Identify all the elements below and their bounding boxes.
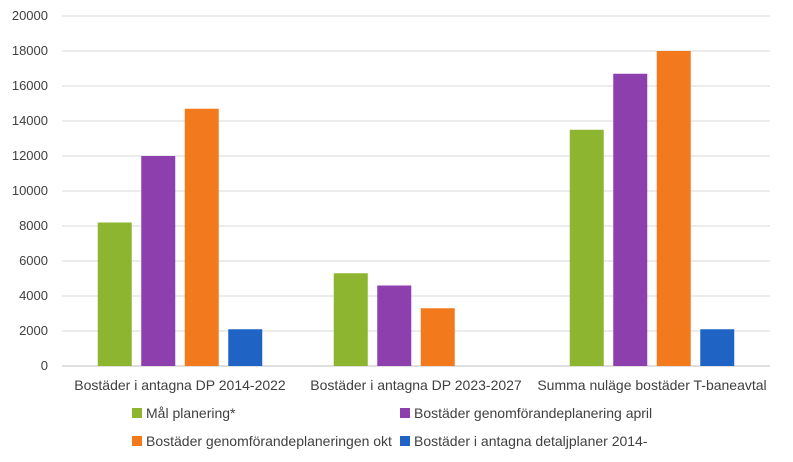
legend-label: Bostäder genomförandeplaneringen okt [146,433,392,449]
legend-label: Mål planering* [146,405,236,421]
bar [228,329,263,366]
legend-swatch [400,408,410,418]
y-tick-label: 6000 [19,253,48,268]
y-tick-label: 18000 [12,43,48,58]
legend-swatch [132,436,142,446]
legend-swatch [400,436,410,446]
bar [613,73,648,366]
bar [700,329,735,366]
y-tick-label: 2000 [19,323,48,338]
y-tick-label: 16000 [12,78,48,93]
y-axis-tick-labels: 0 2000 4000 6000 8000 10000 12000 14000 16000 180… [12,8,48,373]
bar [333,273,368,366]
y-tick-label: 20000 [12,8,48,23]
bar [141,156,176,366]
bar [377,285,412,366]
x-category-label: Summa nuläge bostäder T-baneavtal [537,377,766,393]
y-tick-label: 4000 [19,288,48,303]
bars [97,51,735,366]
x-axis-category-labels: Bostäder i antagna DP 2014-2022 Bostäder … [74,377,766,393]
bar [569,129,604,366]
y-tick-label: 12000 [12,148,48,163]
bar [184,108,219,366]
legend-label: Bostäder i antagna detaljplaner 2014- [414,433,648,449]
bar [656,51,691,366]
bar [420,308,455,366]
legend-label: Bostäder genomförandeplanering april [414,405,652,421]
legend: Mål planering* Bostäder genomförandeplane… [132,405,652,449]
legend-swatch [132,408,142,418]
y-tick-label: 0 [41,358,48,373]
bar [97,222,132,366]
x-category-label: Bostäder i antagna DP 2023-2027 [310,377,522,393]
y-tick-label: 10000 [12,183,48,198]
y-tick-label: 8000 [19,218,48,233]
grid-lines [62,15,770,367]
x-category-label: Bostäder i antagna DP 2014-2022 [74,377,286,393]
y-tick-label: 14000 [12,113,48,128]
